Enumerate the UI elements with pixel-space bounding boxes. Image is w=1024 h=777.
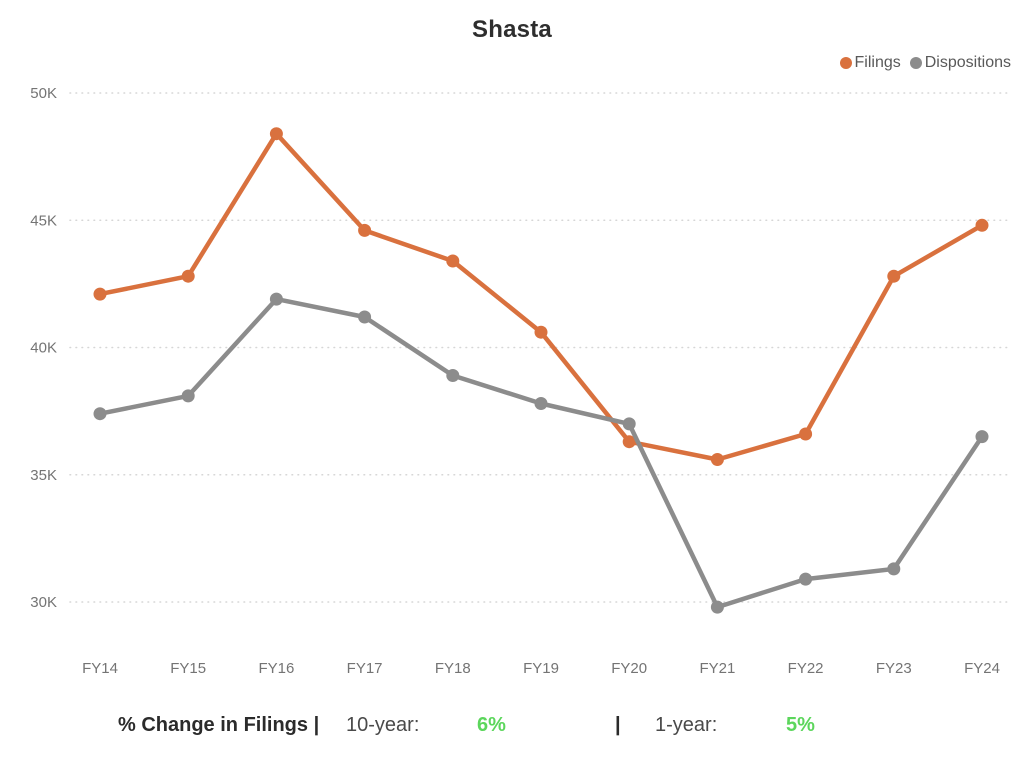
- one-year-key: 1-year:: [655, 714, 718, 736]
- series-line-dispositions: [97, 296, 985, 610]
- x-axis-label: FY22: [788, 660, 824, 677]
- legend-label-dispositions: Dispositions: [924, 54, 1011, 71]
- data-point-filings: [93, 287, 107, 301]
- chart-title: Shasta: [472, 16, 552, 43]
- chart-svg: 50K 45K 40K 35K 30K FY14 FY15 FY16 FY17 FY18 FY19 F…: [30, 85, 1013, 677]
- data-point-dispositions: [93, 407, 107, 421]
- data-point-dispositions: [710, 600, 724, 614]
- data-point-filings: [710, 453, 724, 466]
- data-point-filings: [269, 127, 283, 141]
- footer-separator: |: [615, 714, 621, 736]
- legend-item-dispositions[interactable]: Dispositions: [909, 54, 1011, 72]
- data-point-dispositions: [358, 310, 372, 324]
- y-axis-tick: 45K: [30, 212, 57, 229]
- data-point-filings: [181, 269, 195, 283]
- data-point-filings: [534, 325, 548, 339]
- data-point-dispositions: [181, 389, 195, 403]
- data-point-filings: [358, 223, 372, 237]
- data-point-dispositions: [446, 369, 460, 382]
- footer-stats: % Change in Filings | 10-year: 6% | 1-ye…: [0, 714, 1024, 754]
- data-point-dispositions: [887, 562, 901, 576]
- legend: Filings Dispositions: [839, 54, 1011, 72]
- x-axis-label: FY15: [170, 660, 206, 677]
- one-year-value: 5%: [786, 714, 815, 736]
- y-axis-tick: 40K: [30, 340, 57, 357]
- pct-change-label: % Change in Filings |: [118, 714, 320, 736]
- y-axis-tick: 35K: [30, 467, 57, 484]
- x-axis-label: FY16: [258, 660, 294, 677]
- data-point-filings: [887, 269, 901, 283]
- legend-label-filings: Filings: [854, 54, 901, 71]
- data-point-dispositions: [799, 572, 813, 586]
- data-point-dispositions: [269, 292, 283, 306]
- filings-dot-icon: [839, 57, 852, 69]
- x-axis-label: FY20: [611, 660, 647, 677]
- x-axis-label: FY24: [964, 660, 1000, 677]
- ten-year-value: 6%: [477, 714, 506, 736]
- data-point-dispositions: [975, 430, 989, 444]
- dispositions-dot-icon: [909, 57, 922, 69]
- data-point-filings: [975, 218, 989, 232]
- legend-item-filings[interactable]: Filings: [839, 54, 901, 72]
- x-axis-label: FY17: [347, 660, 383, 677]
- y-axis-tick: 30K: [30, 594, 57, 611]
- data-point-dispositions: [534, 397, 548, 410]
- data-point-filings: [446, 254, 460, 268]
- x-axis-label: FY21: [699, 660, 735, 677]
- data-point-dispositions: [622, 417, 636, 431]
- x-axis-label: FY23: [876, 660, 912, 677]
- series-line-filings: [97, 131, 985, 462]
- x-axis-label: FY19: [523, 660, 559, 677]
- data-point-filings: [622, 435, 636, 449]
- data-point-filings: [799, 427, 813, 441]
- y-axis-tick: 50K: [30, 85, 57, 102]
- x-axis-label: FY14: [82, 660, 118, 677]
- ten-year-key: 10-year:: [346, 714, 420, 736]
- x-axis-label: FY18: [435, 660, 471, 677]
